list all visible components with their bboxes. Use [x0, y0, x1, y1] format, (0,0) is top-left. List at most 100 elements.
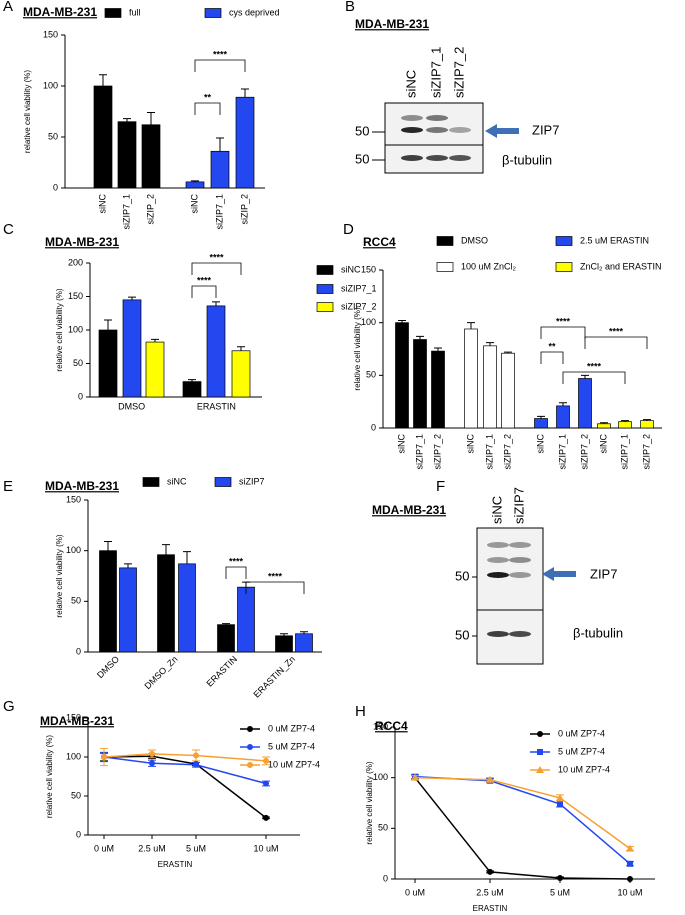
bar	[597, 423, 611, 429]
panel-label: H	[355, 703, 366, 720]
bar	[237, 586, 255, 653]
legend-swatch	[214, 477, 232, 487]
legend-swatch	[142, 477, 160, 487]
bar	[117, 121, 137, 189]
point	[149, 750, 155, 757]
band	[509, 572, 531, 578]
y-tick-label: 50	[366, 370, 376, 380]
chart-panel: H RCC4 0 50 100 150 relative cell viability (%…	[355, 703, 655, 913]
chart-title: MDA-MB-231	[45, 479, 119, 493]
loading-label: β-tubulin	[573, 625, 623, 640]
x-tick-label: siZIP7_1	[557, 434, 567, 470]
x-tick-label: siZIP7_2	[502, 434, 512, 470]
significance-label: ****	[587, 361, 602, 371]
error-bar	[416, 335, 424, 340]
point	[247, 726, 253, 732]
chart-title: RCC4	[375, 719, 408, 733]
bar	[413, 339, 427, 429]
x-tick-label: 0 uM	[94, 843, 114, 853]
x-tick-label: siZIP7_1	[484, 434, 494, 470]
x-tick-label: siNC	[396, 434, 406, 454]
point	[537, 731, 543, 737]
significance-bracket	[245, 581, 305, 594]
error-bar	[147, 112, 155, 125]
series-line	[103, 753, 267, 762]
significance-label: ****	[229, 556, 244, 566]
y-tick-label: 100	[66, 545, 81, 555]
legend-swatch	[316, 265, 334, 275]
point	[487, 868, 493, 875]
size-marker: 50	[455, 627, 469, 642]
series-line	[103, 756, 267, 785]
x-tick-label: siZIP7_2	[579, 434, 589, 470]
legend-label: siZIP7	[239, 476, 265, 486]
bar	[431, 350, 445, 429]
lane-label: siZIP7	[511, 487, 526, 524]
bar	[98, 329, 118, 398]
significance-label: **	[204, 92, 212, 102]
bar	[182, 381, 202, 398]
bar	[217, 624, 235, 653]
error-bar	[559, 402, 567, 406]
target-label: ZIP7	[532, 122, 559, 137]
x-axis-label: ERASTIN	[473, 904, 508, 913]
error-bar	[621, 420, 629, 422]
legend-label: full	[129, 7, 141, 17]
bar	[295, 633, 313, 653]
y-axis-label: relative cell viability (%)	[55, 288, 64, 371]
point	[627, 860, 633, 867]
significance-bracket	[540, 326, 586, 339]
x-tick-label: 2.5 uM	[476, 887, 504, 897]
error-bar	[600, 422, 608, 424]
legend-label: 0 uM ZP7-4	[558, 728, 605, 738]
error-bar	[434, 347, 442, 352]
bar	[501, 352, 515, 429]
x-tick-label: siZIP7_2	[641, 434, 651, 470]
x-tick-label: DMSO	[95, 654, 121, 680]
chart-title: MDA-MB-231	[45, 235, 119, 249]
y-tick-label: 0	[78, 391, 83, 401]
loading-label: β-tubulin	[502, 152, 552, 167]
x-tick-label: siZIP7_1	[121, 194, 131, 230]
panel-label: E	[3, 478, 13, 495]
error-bar	[643, 419, 651, 421]
error-bar	[151, 338, 159, 343]
lane-label: siZIP7_2	[451, 47, 466, 98]
y-tick-label: 200	[68, 257, 83, 267]
x-tick-label: siNC	[535, 434, 545, 454]
series-line	[414, 776, 631, 850]
legend-label: 10 uM ZP7-4	[558, 764, 610, 774]
point	[101, 754, 107, 760]
y-tick-label: 100	[68, 324, 83, 334]
bar	[185, 181, 205, 189]
point	[557, 874, 563, 881]
legend-label: siZIP7_2	[341, 301, 377, 311]
bar	[640, 420, 654, 429]
significance-bracket	[191, 262, 242, 275]
point	[193, 752, 199, 759]
x-tick-label: 5 uM	[550, 887, 570, 897]
legend-label: siNC	[341, 264, 361, 274]
significance-label: ****	[213, 49, 228, 59]
series-line	[414, 777, 631, 880]
band	[426, 127, 448, 133]
point	[263, 780, 269, 787]
error-bar	[104, 319, 112, 330]
panel-label: G	[3, 698, 15, 715]
point	[537, 749, 543, 755]
y-tick-label: 100	[43, 80, 58, 90]
significance-bracket	[225, 566, 247, 579]
point	[247, 762, 253, 768]
bar	[578, 378, 592, 429]
series-line	[414, 775, 631, 865]
bar	[235, 96, 255, 189]
legend-swatch	[316, 284, 334, 294]
error-bar	[237, 346, 245, 351]
bar	[99, 550, 117, 653]
error-bar	[398, 320, 406, 323]
bar	[275, 635, 293, 653]
x-tick-label: siZIP7_2	[432, 434, 442, 470]
band	[401, 155, 423, 161]
arrow	[542, 567, 576, 581]
